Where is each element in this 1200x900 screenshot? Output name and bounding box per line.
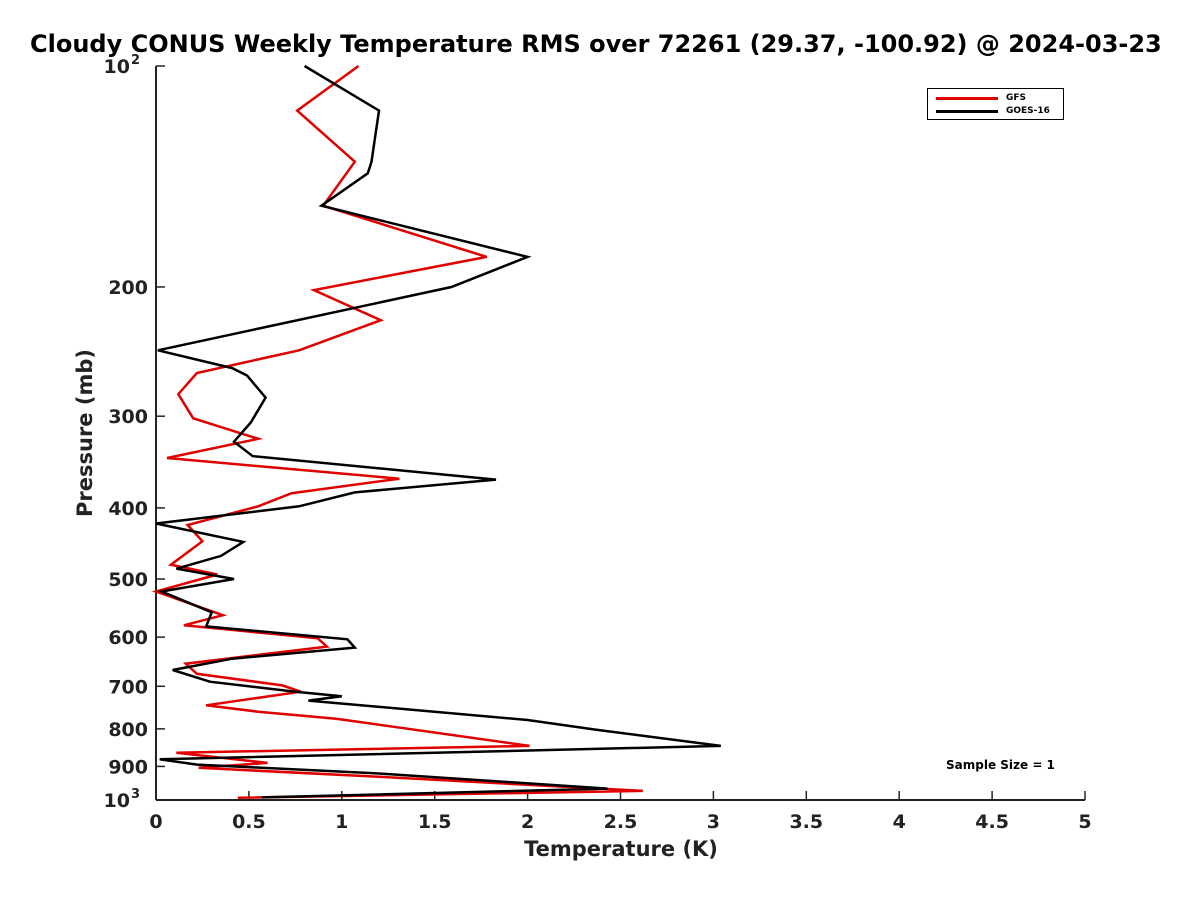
y-axis-label: Pressure (mb)	[73, 349, 97, 517]
series-line-goes-16	[155, 64, 721, 799]
x-tick-label: 1	[335, 811, 348, 833]
legend-entry-gfs: GFS	[936, 92, 1026, 104]
y-tick-label: 400	[108, 498, 148, 520]
x-axis-label: Temperature (K)	[524, 837, 718, 861]
y-tick-label: 200	[108, 277, 148, 299]
legend: GFS GOES-16	[927, 88, 1064, 120]
x-tick-label: 3	[707, 811, 720, 833]
y-tick-label: 10	[104, 790, 130, 812]
legend-swatch-goes16	[936, 109, 998, 113]
legend-label-goes16: GOES-16	[1006, 106, 1050, 116]
x-tick-label: 3.5	[789, 811, 823, 833]
x-tick-label: 2.5	[604, 811, 638, 833]
legend-label-gfs: GFS	[1006, 93, 1027, 103]
x-tick-label: 4.5	[975, 811, 1009, 833]
y-tick-label: 300	[108, 406, 148, 428]
chart-title: Cloudy CONUS Weekly Temperature RMS over…	[30, 30, 1162, 58]
y-tick-exponent: 2	[131, 53, 140, 68]
x-tick-label: 2	[521, 811, 534, 833]
y-tick-label: 500	[108, 569, 148, 591]
series-line-gfs	[151, 64, 643, 800]
y-tick-exponent: 3	[131, 787, 140, 802]
sample-size-annotation: Sample Size = 1	[946, 758, 1055, 772]
y-tick-label: 800	[108, 719, 148, 741]
series-lines	[151, 64, 721, 800]
x-tick-label: 1.5	[418, 811, 452, 833]
axes: 0 0.5 1 1.5 2 2.5 3 3.5 4 4.5 510 22003004005006007…	[104, 53, 1092, 833]
y-tick-label: 700	[108, 676, 148, 698]
y-tick-label: 600	[108, 627, 148, 649]
x-tick-label: 5	[1078, 811, 1091, 833]
legend-swatch-gfs	[936, 96, 998, 100]
x-tick-label: 4	[893, 811, 906, 833]
x-tick-label: 0	[149, 811, 162, 833]
y-tick-label: 10	[104, 56, 130, 78]
x-tick-label: 0.5	[232, 811, 266, 833]
legend-entry-goes16: GOES-16	[936, 105, 1050, 117]
y-tick-label: 900	[108, 756, 148, 778]
